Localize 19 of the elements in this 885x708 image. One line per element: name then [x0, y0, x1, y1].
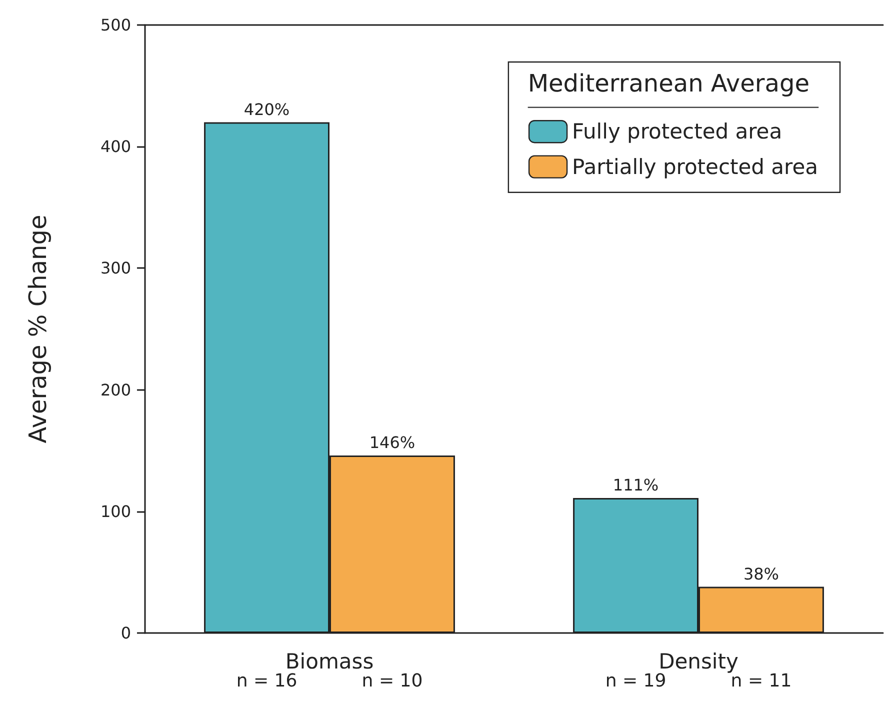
y-tick-label: 500	[100, 16, 131, 34]
y-tick-label: 0	[120, 624, 131, 642]
y-tick-label: 200	[100, 380, 131, 400]
legend-label: Partially protected area	[572, 154, 818, 179]
y-tick-label: 300	[100, 258, 131, 278]
data-label: 111%	[612, 476, 659, 495]
data-label: 420%	[244, 100, 290, 119]
data-label: 146%	[369, 432, 416, 452]
y-tick-label: 100	[100, 502, 131, 521]
x-tick-label: Density	[658, 650, 738, 674]
legend-label: Fully protected area	[572, 120, 782, 144]
y-axis-title: Average % Change	[24, 214, 52, 444]
text: n = 19	[605, 670, 666, 692]
text: n = 10	[362, 670, 423, 692]
data-label: 38%	[743, 564, 780, 584]
text: n = 16	[236, 670, 298, 692]
x-tick-label: Biomass	[285, 650, 374, 674]
y-tick-label: 400	[100, 137, 131, 156]
legend-title: Mediterranean Average	[528, 69, 810, 98]
